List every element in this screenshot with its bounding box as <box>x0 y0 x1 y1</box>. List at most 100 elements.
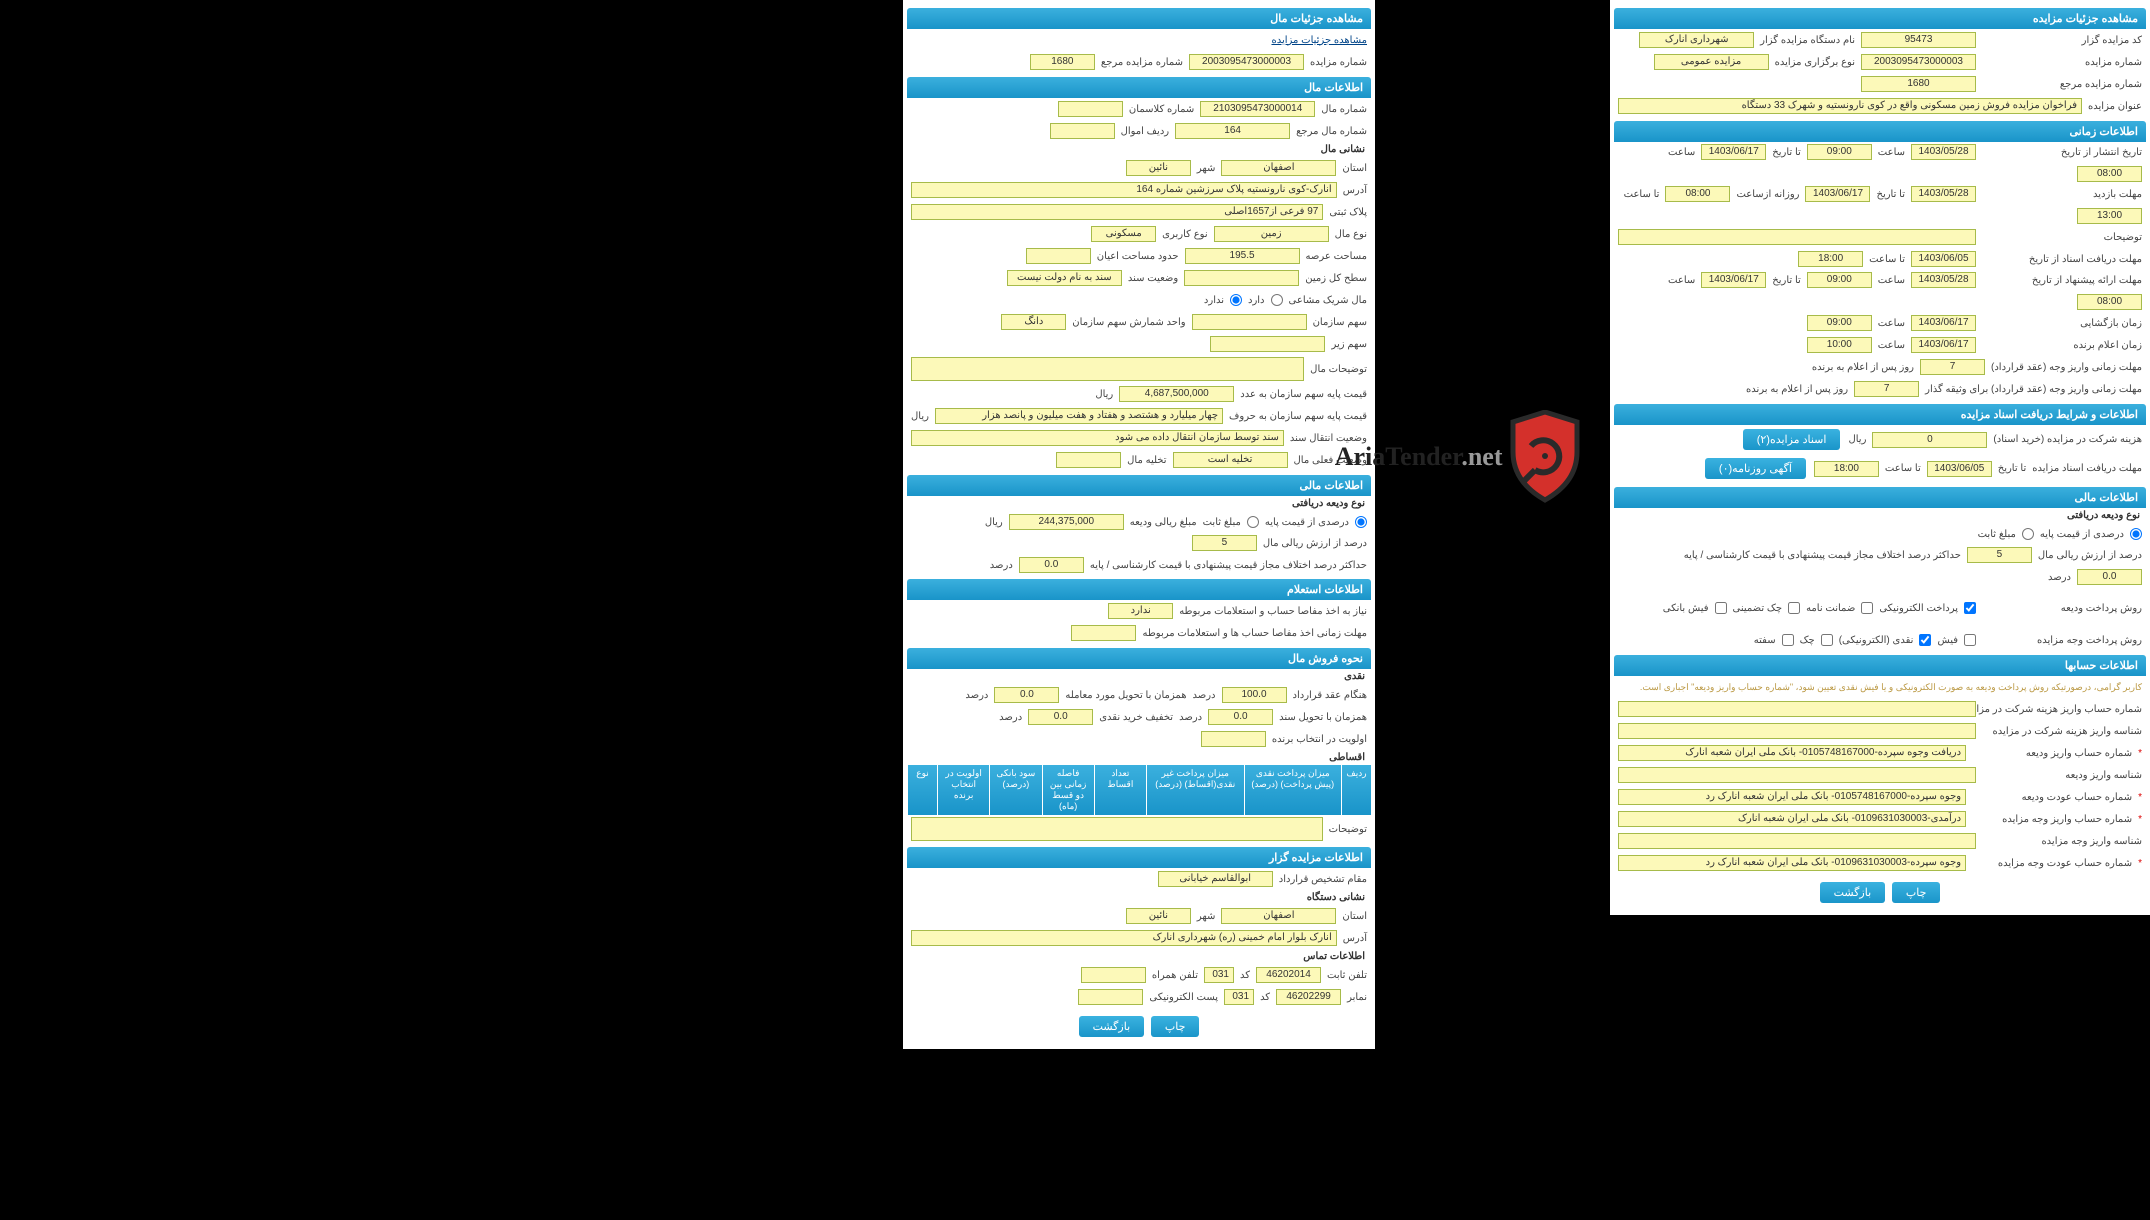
code2: 031 <box>1224 989 1254 1005</box>
mtype: زمین <box>1214 226 1329 242</box>
hdr-details: مشاهده جزئیات مزایده <box>1614 8 2146 29</box>
offer-label: مهلت ارائه پیشنهاد از تاریخ <box>1982 275 2142 286</box>
doc-d1: 1403/06/05 <box>1911 251 1976 267</box>
visit-d1: 1403/05/28 <box>1911 186 1976 202</box>
hdr-seller: اطلاعات مزایده گزار <box>907 847 1371 868</box>
hdr-cond: اطلاعات و شرایط دریافت اسناد مزایده <box>1614 404 2146 425</box>
class-no <box>1058 101 1123 117</box>
chkg-check[interactable] <box>1788 602 1800 614</box>
pct-val: 5 <box>1967 547 2032 563</box>
ann-d: 1403/06/17 <box>1911 337 1976 353</box>
notes <box>911 817 1323 841</box>
a8-field: وجوه سپرده-0109631030003- بانک ملی ایران… <box>1618 855 1966 871</box>
dep1-label: مهلت زمانی واریز وجه (عقد قرارداد) <box>1991 362 2142 373</box>
slip-check[interactable] <box>1715 602 1727 614</box>
offer-h1: 09:00 <box>1807 272 1872 288</box>
disc: 0.0 <box>1028 709 1093 725</box>
docs-button[interactable]: اسناد مزایده(۲) <box>1743 429 1841 450</box>
pub-h2: 08:00 <box>2077 166 2142 182</box>
asset-details-panel: مشاهده جزئیات مال مشاهده جزئیات مزایده ش… <box>903 0 1375 1049</box>
news-button[interactable]: آگهی روزنامه(۰) <box>1705 458 1806 479</box>
evict <box>1056 452 1121 468</box>
hr2-label: ساعت <box>1668 147 1695 158</box>
city: نائین <box>1126 160 1191 176</box>
base: 4,687,500,000 <box>1119 386 1234 402</box>
daily-h1: 08:00 <box>1665 186 1730 202</box>
dep2-val: 7 <box>1854 381 1919 397</box>
opt-pct-radio[interactable] <box>2130 528 2142 540</box>
email <box>1078 989 1143 1005</box>
org-field: شهرداری انارک <box>1639 32 1754 48</box>
code: 031 <box>1204 967 1234 983</box>
doc-h1: 18:00 <box>1798 251 1863 267</box>
offer-d2: 1403/06/17 <box>1701 272 1766 288</box>
hr-label: ساعت <box>1878 147 1905 158</box>
a1-field <box>1618 701 1976 717</box>
deed: سند توسط سازمان انتقال داده می شود <box>911 430 1284 446</box>
m-opt-fix[interactable] <box>1247 516 1259 528</box>
acct-warn: کاربر گرامی، درصورتیکه روش پرداخت ودیعه … <box>1640 682 2142 693</box>
mzd-due-label: مهلت دریافت اسناد مزایده <box>2032 463 2142 474</box>
hdr-inq: اطلاعات استعلام <box>907 579 1371 600</box>
a3-field: دریافت وجوه سپرده-0105748167000- بانک مل… <box>1618 745 1966 761</box>
asset-no: 2103095473000014 <box>1200 101 1315 117</box>
m-print-button[interactable]: چاپ <box>1151 1016 1200 1037</box>
prio <box>1201 731 1266 747</box>
ref-label: شماره مزایده مرجع <box>1982 79 2142 90</box>
gov: سند به نام دولت نیست <box>1007 270 1122 286</box>
s-addr: انارک بلوار امام خمینی (ره) شهرداری انار… <box>911 930 1337 946</box>
hasnot-radio[interactable] <box>1230 294 1242 306</box>
daily-label: روزانه ازساعت <box>1736 189 1799 200</box>
open-h: 09:00 <box>1807 315 1872 331</box>
cash-e-check[interactable] <box>1919 634 1931 646</box>
num-field: 2003095473000003 <box>1861 54 1976 70</box>
contract: 100.0 <box>1222 687 1287 703</box>
fax: 46202299 <box>1276 989 1341 1005</box>
type-label: نوع برگزاری مزایده <box>1775 57 1855 68</box>
deliver: 0.0 <box>994 687 1059 703</box>
chk-check[interactable] <box>1821 634 1833 646</box>
mzd-due-d: 1403/06/05 <box>1927 461 1992 477</box>
usage: مسکونی <box>1091 226 1156 242</box>
hdr-sale: نحوه فروش مال <box>907 648 1371 669</box>
watermark-logo: AriaTender.net <box>1310 410 1610 504</box>
m-hdr-fin: اطلاعات مالی <box>907 475 1371 496</box>
cur: تخلیه است <box>1173 452 1288 468</box>
type-field: مزایده عمومی <box>1654 54 1769 70</box>
hdr-acct: اطلاعات حسابها <box>1614 655 2146 676</box>
print-button[interactable]: چاپ <box>1892 882 1941 903</box>
dep1-val: 7 <box>1920 359 1985 375</box>
area: 195.5 <box>1185 248 1300 264</box>
gap <box>1375 0 1610 1220</box>
hdr-time: اطلاعات زمانی <box>1614 121 2146 142</box>
a4-field <box>1618 767 1976 783</box>
hdr-fin: اطلاعات مالی <box>1614 487 2146 508</box>
back-button[interactable]: بازگشت <box>1820 882 1886 903</box>
ref-field: 1680 <box>1861 76 1976 92</box>
inq: ندارد <box>1108 603 1173 619</box>
e-pay-check[interactable] <box>1964 602 1976 614</box>
open-label: زمان بازگشایی <box>1982 318 2142 329</box>
fish-check[interactable] <box>1964 634 1976 646</box>
doc-label: مهلت دریافت اسناد از تاریخ <box>1982 254 2142 265</box>
dep-amt: 244,375,000 <box>1009 514 1124 530</box>
m-back-button[interactable]: بازگشت <box>1079 1016 1145 1037</box>
details-link[interactable]: مشاهده جزئیات مزایده <box>1271 35 1367 46</box>
safte-check[interactable] <box>1782 634 1794 646</box>
m-pct: 5 <box>1192 535 1257 551</box>
desc-label: توضیحات <box>1982 232 2142 243</box>
reg: 97 فرعی از1657اصلی <box>911 204 1323 220</box>
ayan <box>1026 248 1091 264</box>
has-radio[interactable] <box>1271 294 1283 306</box>
visit-d2: 1403/06/17 <box>1805 186 1870 202</box>
s-prov: اصفهان <box>1221 908 1336 924</box>
fee-val: 0 <box>1872 432 1987 448</box>
m-opt-pct[interactable] <box>1355 516 1367 528</box>
diff-val: 0.0 <box>2077 569 2142 585</box>
org-label: نام دستگاه مزایده گزار <box>1760 35 1855 46</box>
offer-h2: 08:00 <box>2077 294 2142 310</box>
title-field: فراخوان مزایده فروش زمین مسکونی واقع در … <box>1618 98 2082 114</box>
guar-check[interactable] <box>1861 602 1873 614</box>
base-w: چهار میلیارد و هشتصد و هفتاد و هفت میلیو… <box>935 408 1223 424</box>
opt-fix-radio[interactable] <box>2022 528 2034 540</box>
